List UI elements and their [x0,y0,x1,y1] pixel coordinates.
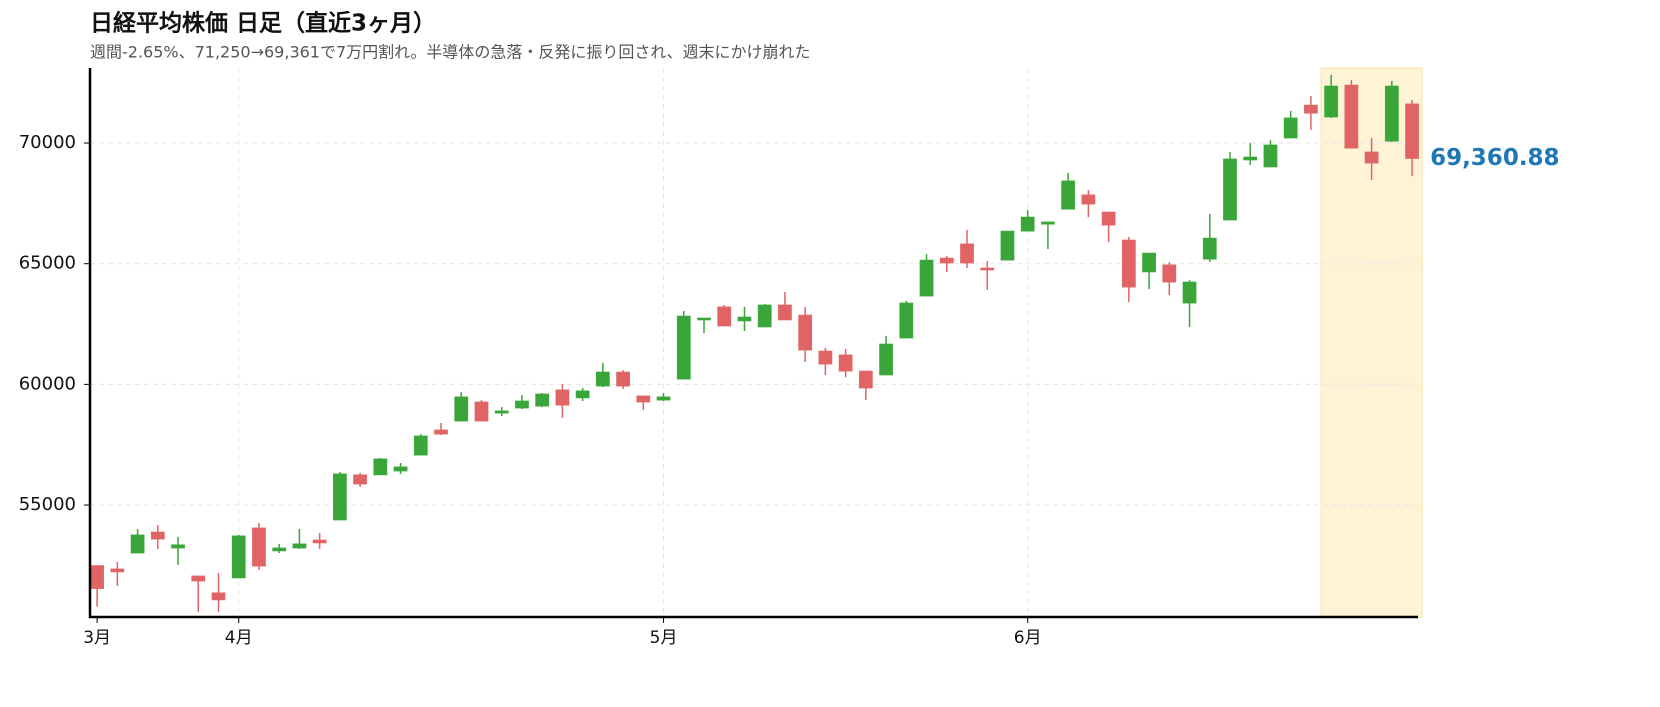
chart-subtitle: 週間-2.65%、71,250→69,361で7万円割れ。半導体の急落・反発に振… [90,43,810,62]
candle-body [595,371,610,387]
candle-body [1020,216,1035,232]
candle-body [1384,85,1399,142]
candle-body [1223,158,1237,221]
candle-body [1243,156,1258,161]
candle-body [676,315,691,380]
candle-body [1202,237,1217,260]
y-tick-label: 65000 [19,253,76,274]
candle-body [413,435,428,456]
x-tick-label: 3月 [83,628,111,648]
candle-body [1344,84,1359,149]
candle-body [737,316,752,322]
candle-body [110,568,125,573]
candle-body [1324,85,1339,118]
candle-body [292,543,307,549]
candle-body [616,371,630,387]
x-tick-label: 5月 [650,628,678,648]
candle-body [1081,194,1096,205]
candle-body [535,393,550,407]
candle-body [211,592,226,601]
y-tick-label: 70000 [19,132,76,153]
candle-body [1304,104,1318,114]
candle-body [939,257,954,264]
candle-body [373,458,388,476]
candle-body [191,575,206,582]
candle-body [332,473,347,521]
candle-body [697,317,711,321]
y-tick-label: 60000 [19,373,76,394]
chart-title: 日経平均株価 日足（直近3ヶ月） [90,10,436,37]
candle-body [575,390,590,399]
candle-body [798,314,813,351]
candle-body [1283,117,1298,139]
candle-body [757,304,772,328]
candle-body [960,243,974,264]
candle-body [454,396,469,422]
candle-body [1101,211,1116,226]
candle-body [252,527,266,567]
candle-body [474,401,489,422]
candle-body [717,306,732,327]
candle-body [171,544,185,549]
candle-body [434,429,448,435]
candle-body [980,267,995,271]
candle-body [231,535,246,579]
candle-body [1041,221,1055,225]
candle-body [1121,239,1136,288]
x-tick-label: 4月 [225,628,253,648]
candle-body [919,259,934,297]
candle-body [818,350,833,365]
candle-body [1182,281,1197,304]
candle-body [1405,103,1419,159]
candle-body [858,370,873,389]
last-price-label: 69,360.88 [1430,145,1560,171]
candle-body [879,343,893,376]
candle-body [494,410,509,414]
candle-body [393,466,408,472]
candle-body [1142,252,1156,273]
candle-body [150,531,165,540]
candle-body [353,474,368,485]
candle-body [1000,230,1015,261]
candle-body [272,547,287,552]
candle-body [1263,144,1278,168]
candle-body [899,302,914,339]
candle-body [555,389,570,406]
y-tick-label: 55000 [19,494,76,515]
candle-body [1061,180,1076,210]
candle-body [778,304,792,321]
candle-body [515,400,529,409]
candle-body [636,395,651,403]
candle-body [1364,151,1379,164]
candle-body [1162,264,1177,283]
candle-body [312,539,327,544]
x-tick-label: 6月 [1014,628,1042,648]
candle-body [838,354,853,372]
candle-body [656,396,671,401]
candle-body [90,565,105,589]
candle-body [130,534,145,554]
